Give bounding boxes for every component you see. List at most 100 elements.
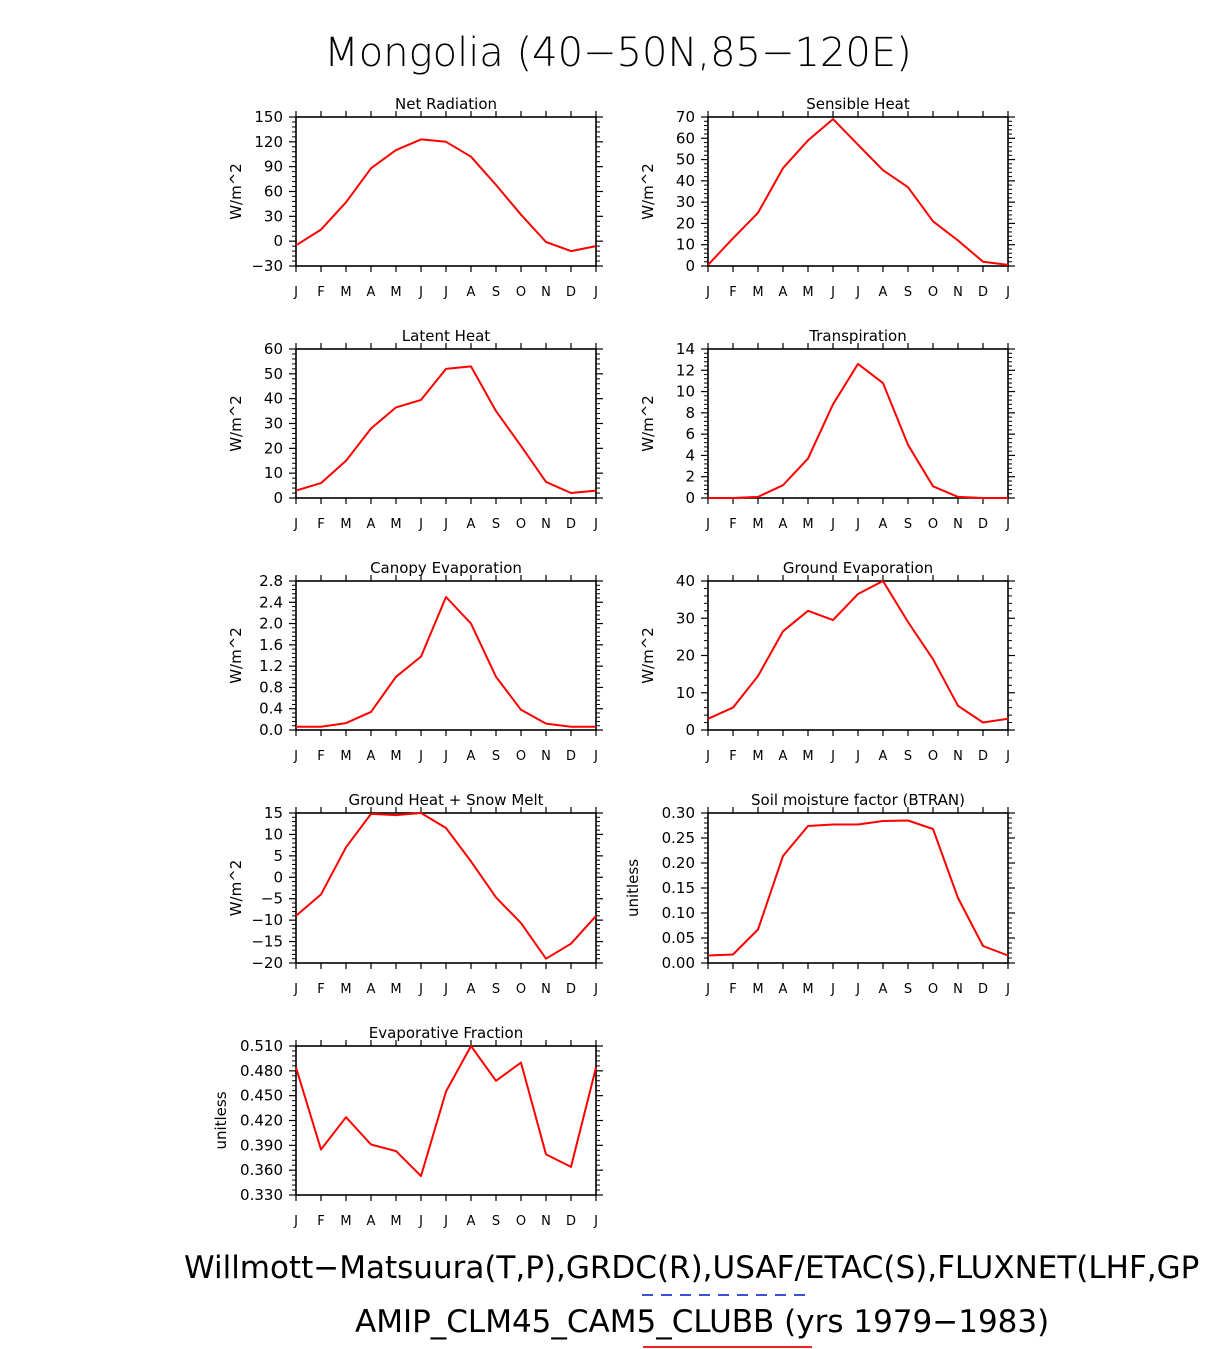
y-tick-label: 40 bbox=[676, 572, 695, 590]
y-tick-label: 0.25 bbox=[662, 829, 695, 847]
y-tick-label: −20 bbox=[251, 954, 283, 972]
x-tick-label: M bbox=[802, 749, 813, 764]
x-tick-label: F bbox=[729, 982, 736, 997]
x-tick-label: A bbox=[879, 749, 888, 764]
x-tick-label: M bbox=[752, 982, 763, 997]
x-tick-label: A bbox=[779, 285, 788, 300]
series-line bbox=[707, 819, 1009, 957]
y-tick-label: 0.00 bbox=[662, 954, 695, 972]
y-tick-label: 0.390 bbox=[240, 1136, 283, 1154]
plot-frame bbox=[707, 812, 1009, 964]
y-tick-label: 30 bbox=[676, 193, 695, 211]
y-tick-label: 12 bbox=[676, 361, 695, 379]
x-tick-label: N bbox=[541, 982, 551, 997]
y-tick-label: 0.10 bbox=[662, 904, 695, 922]
y-tick-label: 4 bbox=[685, 446, 695, 464]
x-tick-label: S bbox=[492, 749, 500, 764]
x-tick-label: A bbox=[879, 285, 888, 300]
x-tick-label: J bbox=[293, 285, 298, 300]
y-tick-label: 120 bbox=[254, 133, 283, 151]
x-tick-label: J bbox=[1005, 517, 1010, 532]
panel-title: Soil moisture factor (BTRAN) bbox=[751, 791, 965, 809]
x-tick-label: M bbox=[340, 982, 351, 997]
x-tick-label: J bbox=[855, 285, 860, 300]
series-line bbox=[295, 365, 597, 494]
x-tick-label: M bbox=[802, 982, 813, 997]
plot-frame bbox=[295, 580, 597, 731]
y-tick-label: 40 bbox=[264, 390, 283, 408]
y-tick-label: −30 bbox=[251, 257, 283, 275]
x-tick-label: J bbox=[1005, 982, 1010, 997]
panel-title: Evaporative Fraction bbox=[369, 1024, 523, 1042]
series-line bbox=[708, 362, 1008, 499]
x-tick-label: S bbox=[492, 285, 500, 300]
x-tick-label: A bbox=[367, 1214, 376, 1229]
y-tick-label: 0.330 bbox=[240, 1186, 283, 1204]
x-tick-label: S bbox=[904, 982, 912, 997]
x-tick-label: J bbox=[830, 285, 835, 300]
y-tick-label: 2.8 bbox=[259, 572, 283, 590]
x-tick-label: O bbox=[928, 285, 938, 300]
x-tick-label: O bbox=[516, 749, 526, 764]
y-tick-label: 20 bbox=[264, 439, 283, 457]
x-tick-label: A bbox=[467, 982, 476, 997]
y-tick-label: 2.0 bbox=[259, 615, 283, 633]
y-tick-label: 2 bbox=[685, 468, 695, 486]
x-tick-label: M bbox=[390, 982, 401, 997]
y-tick-label: 10 bbox=[676, 684, 695, 702]
x-tick-label: J bbox=[1005, 749, 1010, 764]
x-tick-label: A bbox=[879, 982, 888, 997]
panel-title: Ground Heat + Snow Melt bbox=[348, 791, 543, 809]
x-tick-label: J bbox=[705, 749, 710, 764]
y-tick-label: 5 bbox=[273, 847, 283, 865]
panel-evaporative-fraction: J F M A M J J A S O N D J0.5100.4800.4500.4200.3900.… bbox=[212, 1024, 603, 1229]
x-tick-label: J bbox=[293, 749, 298, 764]
panel-title: Net Radiation bbox=[395, 95, 497, 113]
x-tick-label: J bbox=[443, 749, 448, 764]
x-tick-label: S bbox=[492, 982, 500, 997]
x-tick-label: A bbox=[367, 285, 376, 300]
y-axis-label: W/m^2 bbox=[639, 395, 657, 452]
x-tick-label: J bbox=[593, 749, 598, 764]
x-tick-label: J bbox=[593, 982, 598, 997]
y-tick-label: 0.30 bbox=[662, 804, 695, 822]
x-tick-label: M bbox=[802, 517, 813, 532]
plot-frame bbox=[295, 348, 597, 499]
y-tick-label: 10 bbox=[264, 825, 283, 843]
x-tick-label: N bbox=[541, 749, 551, 764]
y-tick-label: 10 bbox=[676, 236, 695, 254]
y-tick-label: 20 bbox=[676, 647, 695, 665]
x-tick-label: N bbox=[953, 749, 963, 764]
x-tick-label: J bbox=[418, 517, 423, 532]
y-axis-label: W/m^2 bbox=[227, 163, 245, 220]
y-tick-label: 0 bbox=[273, 232, 283, 250]
y-tick-label: 30 bbox=[676, 609, 695, 627]
x-tick-label: J bbox=[855, 749, 860, 764]
x-tick-label: D bbox=[566, 982, 576, 997]
plot-frame bbox=[295, 812, 597, 964]
x-tick-label: J bbox=[418, 749, 423, 764]
x-tick-label: O bbox=[516, 982, 526, 997]
plot-frame bbox=[707, 580, 1009, 731]
x-tick-label: F bbox=[317, 749, 324, 764]
x-tick-label: J bbox=[593, 517, 598, 532]
y-axis-label: W/m^2 bbox=[227, 627, 245, 684]
y-tick-label: −5 bbox=[261, 890, 283, 908]
y-tick-label: 30 bbox=[264, 415, 283, 433]
x-tick-label: A bbox=[779, 517, 788, 532]
y-tick-label: 1.2 bbox=[259, 657, 283, 675]
x-tick-label: O bbox=[928, 982, 938, 997]
x-tick-label: J bbox=[443, 517, 448, 532]
x-tick-label: M bbox=[752, 285, 763, 300]
x-tick-label: N bbox=[953, 517, 963, 532]
x-tick-label: A bbox=[779, 982, 788, 997]
x-tick-label: S bbox=[904, 749, 912, 764]
y-tick-label: 0 bbox=[273, 489, 283, 507]
panel-title: Ground Evaporation bbox=[783, 559, 933, 577]
y-tick-label: 50 bbox=[676, 151, 695, 169]
x-tick-label: J bbox=[418, 285, 423, 300]
panel-title: Sensible Heat bbox=[806, 95, 910, 113]
series-line bbox=[295, 138, 597, 253]
